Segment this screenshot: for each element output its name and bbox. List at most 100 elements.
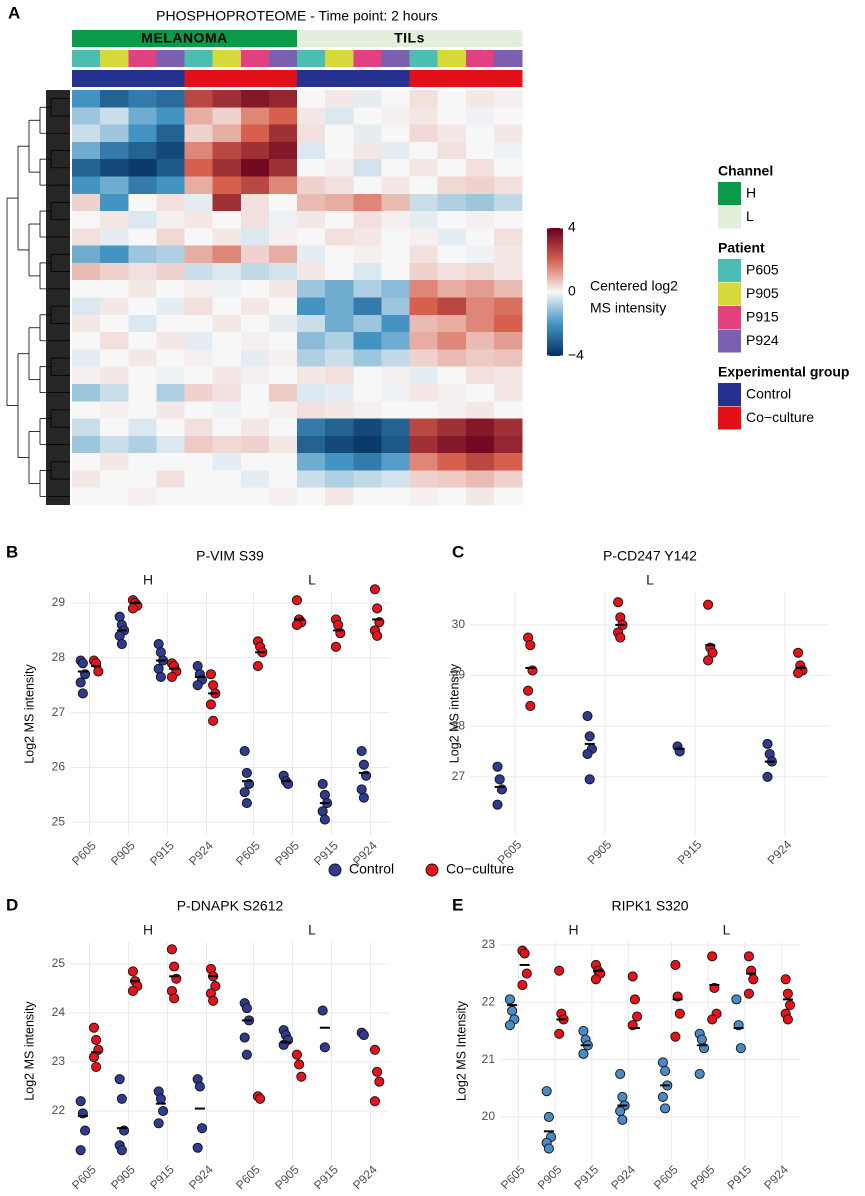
heatmap-cell — [156, 245, 185, 264]
heatmap-cell — [353, 349, 382, 368]
heatmap-cell — [465, 314, 495, 333]
heatmap-cell — [268, 314, 298, 333]
heatmap-cell — [100, 141, 129, 160]
heatmap-cell — [409, 314, 439, 333]
heatmap-cell — [297, 176, 326, 195]
heatmap-cell — [381, 107, 410, 125]
plot-title: P-CD247 Y142 — [603, 548, 697, 564]
heatmap-cell — [493, 280, 523, 298]
data-point — [166, 944, 177, 955]
heatmap-cell — [353, 107, 382, 125]
heatmap-cell — [184, 159, 214, 177]
facet-label: L — [723, 922, 731, 938]
y-axis-label: Log2 MS Intensity — [454, 1000, 468, 1101]
annotation-cell — [268, 70, 298, 87]
data-point — [155, 647, 166, 658]
heatmap-cell — [493, 159, 523, 177]
heatmap-cell — [297, 90, 326, 108]
data-point — [169, 961, 180, 972]
heatmap-cell — [184, 245, 214, 264]
y-axis-label: Log2 MS intensity — [447, 663, 461, 763]
heatmap-cell — [297, 193, 326, 212]
heatmap-cell — [268, 435, 298, 454]
heatmap-cell — [72, 453, 101, 471]
annotation-cell — [297, 30, 326, 47]
heatmap-cell — [184, 435, 214, 454]
heatmap-cell — [297, 280, 326, 298]
heatmap-cell — [465, 453, 495, 471]
data-point — [492, 799, 503, 810]
data-point — [369, 1096, 380, 1107]
heatmap-cell — [156, 211, 185, 229]
data-point — [507, 1005, 518, 1016]
data-point — [578, 1025, 589, 1036]
heatmap-cell — [100, 176, 129, 195]
heatmap-cell — [297, 349, 326, 368]
annotation-cell — [268, 30, 298, 47]
y-tick-label: 27 — [452, 769, 466, 783]
data-point — [317, 1005, 328, 1016]
heatmap-cell — [381, 349, 410, 368]
heatmap-cell — [325, 314, 354, 333]
legend-marker — [328, 863, 342, 877]
x-tick-label: P915 — [572, 1162, 602, 1192]
heatmap-cell — [297, 470, 326, 489]
legend-label: P905 — [746, 285, 779, 301]
heatmap-cell — [409, 453, 439, 471]
heatmap-cell — [381, 487, 410, 506]
heatmap-cell — [465, 107, 495, 125]
heatmap-cell — [353, 453, 382, 471]
heatmap-cell — [72, 107, 101, 125]
data-point — [358, 759, 369, 770]
legend-swatch — [718, 182, 741, 205]
heatmap-cell — [156, 297, 185, 316]
data-point — [492, 761, 503, 772]
data-point — [77, 688, 88, 699]
heatmap-cell — [156, 159, 185, 177]
heatmap-cell — [128, 453, 157, 471]
heatmap-cell — [437, 314, 467, 333]
data-point — [330, 641, 341, 652]
heatmap-cell — [184, 383, 214, 402]
heatmap-cell — [268, 159, 298, 177]
heatmap-cell — [493, 349, 523, 368]
x-tick-label: P915 — [147, 1162, 177, 1192]
heatmap-cell — [381, 280, 410, 298]
heatmap-cell — [268, 297, 298, 316]
x-tick-label: P924 — [761, 1162, 791, 1192]
data-point — [114, 1074, 125, 1085]
data-point — [116, 1145, 127, 1156]
heatmap-cell — [156, 435, 185, 454]
heatmap-cell — [409, 262, 439, 281]
data-point — [504, 1020, 515, 1031]
facet-label: L — [308, 572, 316, 588]
heatmap-cell — [72, 297, 101, 316]
data-point — [291, 1049, 302, 1060]
heatmap-cell — [240, 418, 270, 437]
x-tick-label: P924 — [765, 837, 795, 867]
annotation-cell — [381, 70, 410, 87]
heatmap-cell — [325, 383, 354, 402]
x-tick-label: P924 — [186, 838, 216, 868]
legend-label: H — [746, 185, 756, 201]
heatmap-cell — [409, 470, 439, 489]
y-tick-label: 28 — [52, 650, 66, 664]
heatmap-cell — [128, 487, 157, 506]
heatmap-cell — [493, 453, 523, 471]
heatmap-cell — [212, 366, 242, 385]
heatmap-cell — [156, 262, 185, 281]
data-point — [748, 974, 759, 985]
data-point — [632, 1011, 643, 1022]
heatmap-cell — [353, 90, 382, 108]
data-point — [197, 1123, 208, 1134]
annotation-cell — [156, 50, 185, 67]
y-tick-label: 23 — [482, 937, 496, 951]
data-point — [205, 699, 216, 710]
heatmap-cell — [184, 124, 214, 143]
heatmap-cell — [297, 124, 326, 143]
heatmap-cell — [184, 332, 214, 350]
legend-swatch — [718, 306, 741, 329]
heatmap-cell — [240, 383, 270, 402]
data-point — [88, 1052, 99, 1063]
heatmap-cell — [184, 297, 214, 316]
